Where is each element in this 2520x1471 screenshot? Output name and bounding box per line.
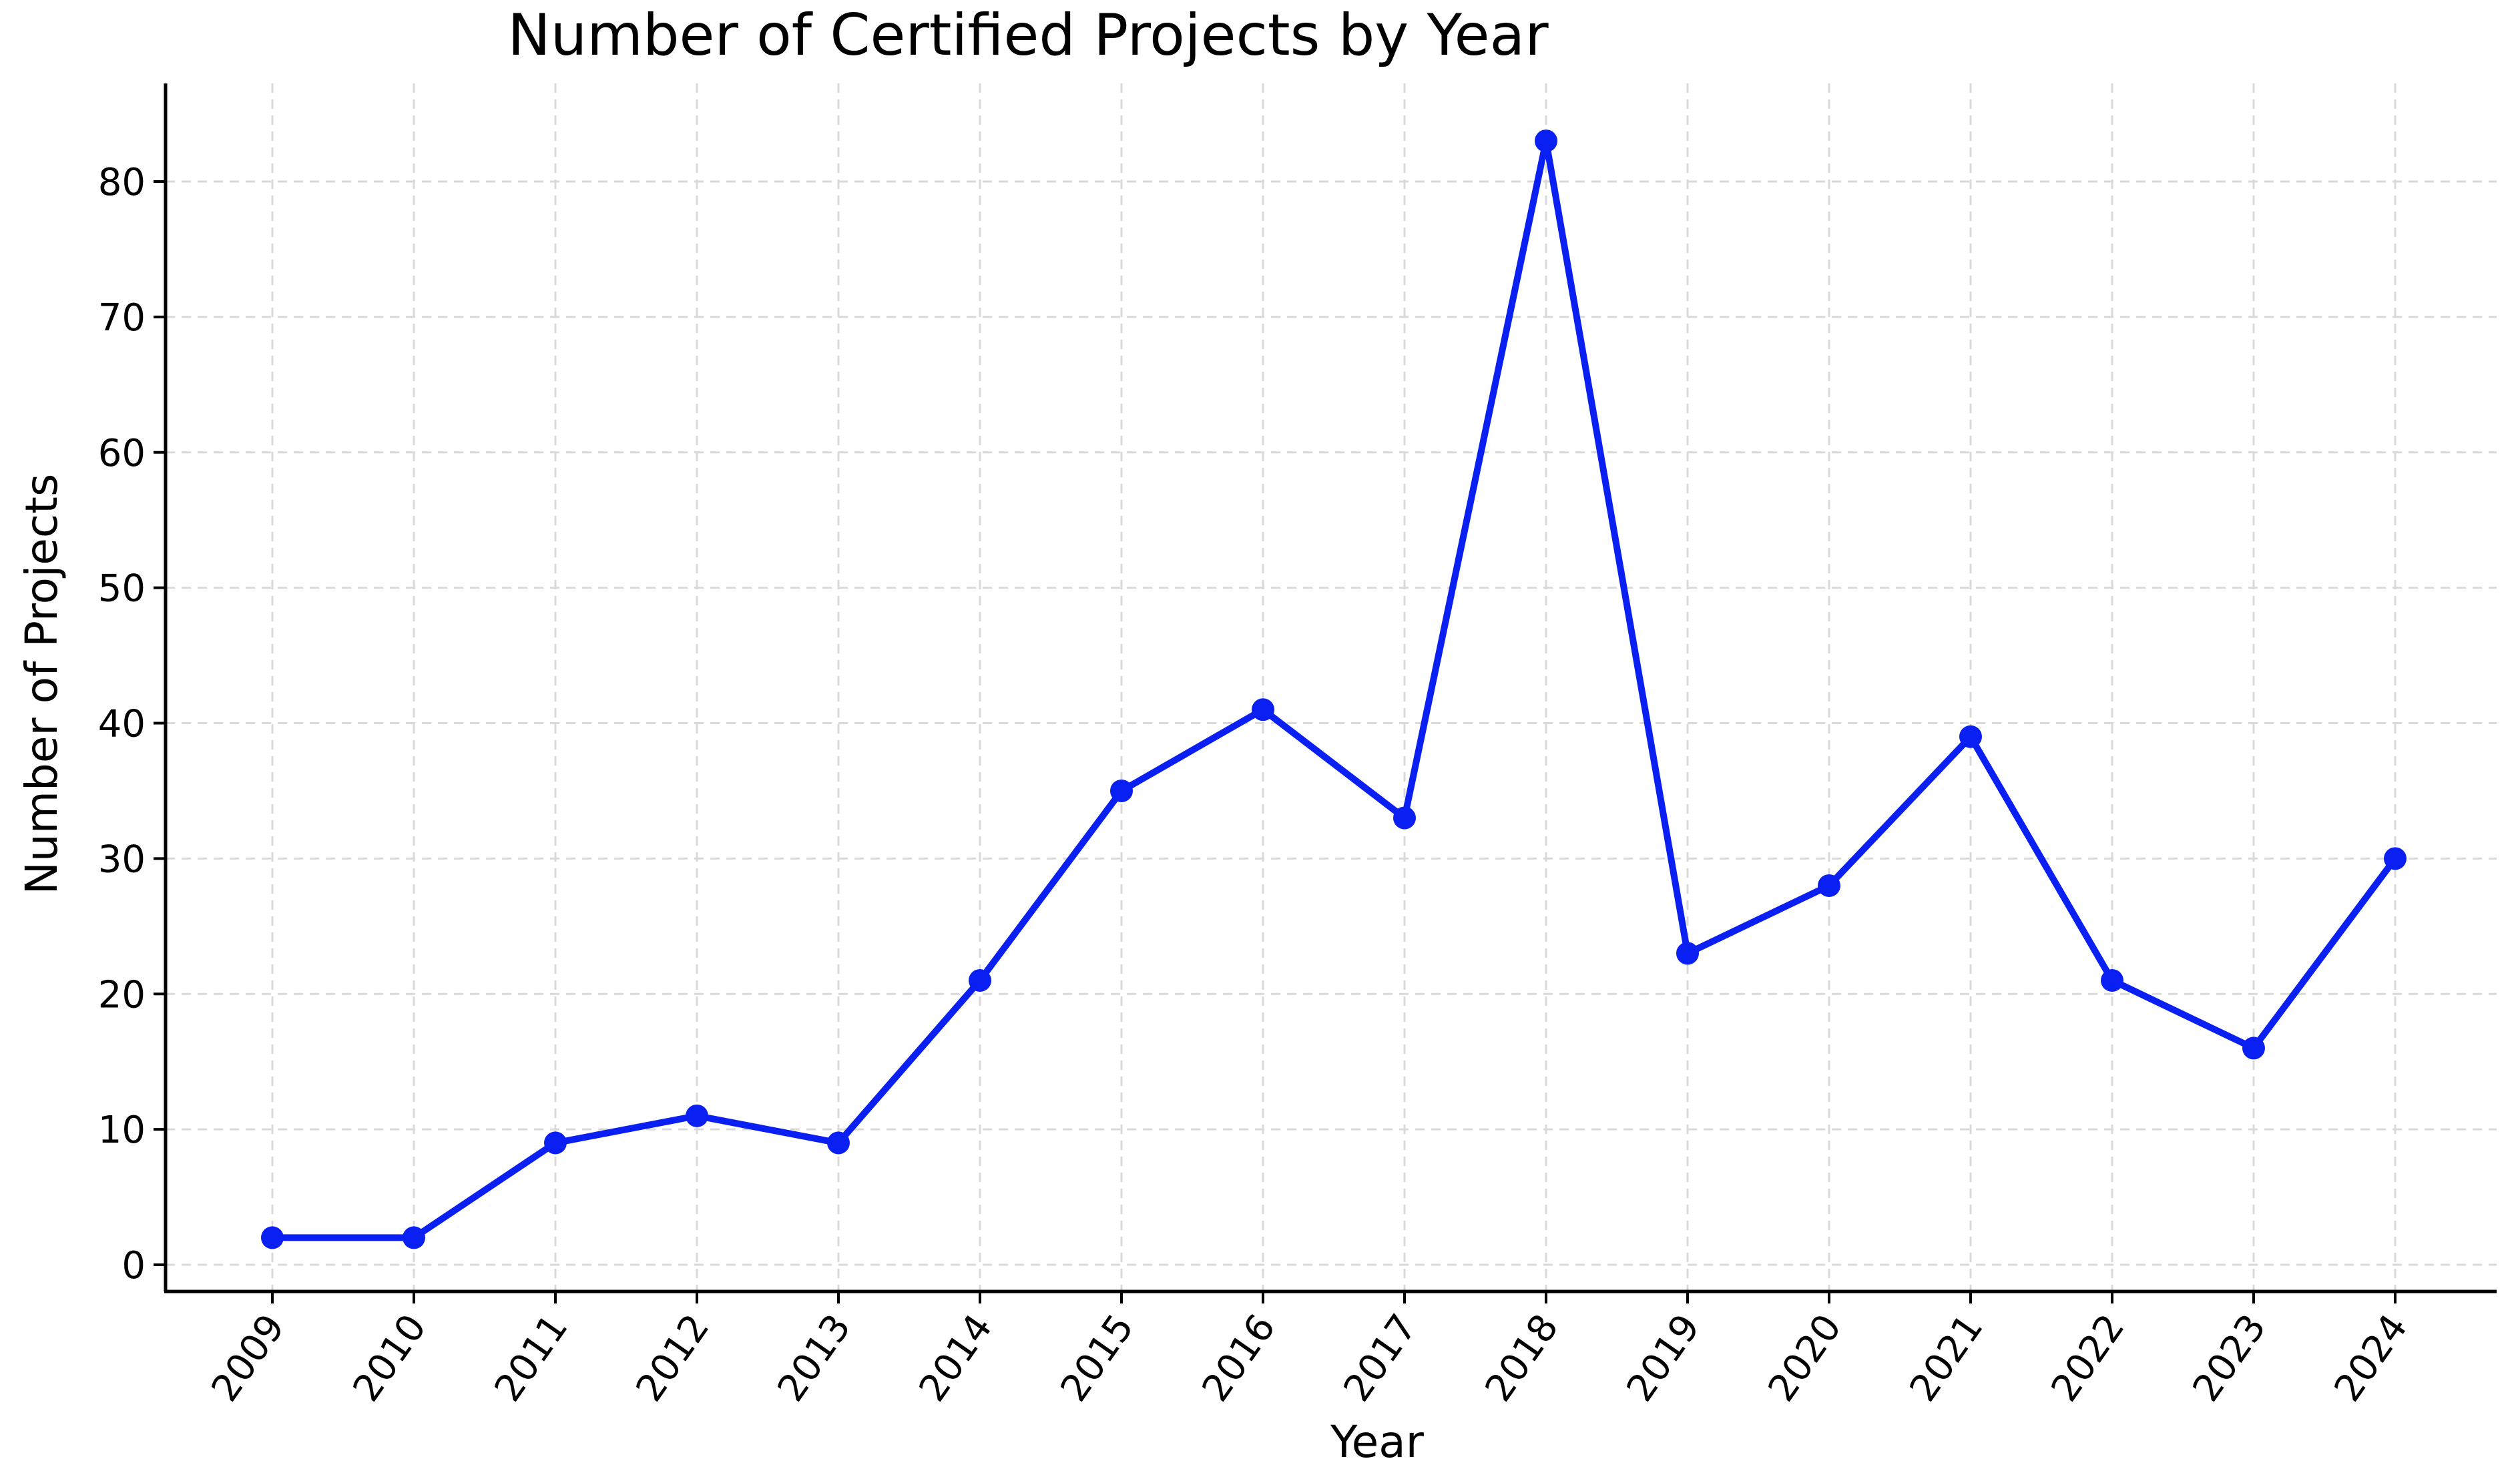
x-tick-label: 2012: [627, 1307, 718, 1410]
grid: [166, 83, 2497, 1291]
x-tick-label: 2011: [486, 1307, 576, 1410]
axes: [164, 83, 2497, 1293]
x-tick-label: 2009: [203, 1307, 293, 1410]
y-tick-label: 30: [98, 838, 146, 881]
y-axis-label: Number of Projects: [16, 474, 67, 895]
series-group: [261, 129, 2407, 1249]
data-point: [2242, 1037, 2265, 1060]
x-tick-label: 2010: [344, 1307, 435, 1410]
data-point: [544, 1131, 567, 1155]
y-tick-label: 80: [98, 161, 146, 204]
data-point: [1252, 698, 1274, 721]
x-tick-label: 2019: [1618, 1307, 1708, 1410]
y-tick-label: 20: [98, 973, 146, 1016]
x-tick-label: 2017: [1335, 1307, 1425, 1410]
data-point: [686, 1104, 708, 1127]
x-tick-label: 2018: [1477, 1307, 1567, 1410]
data-point: [2101, 968, 2123, 992]
data-point: [1393, 806, 1416, 830]
data-point: [2384, 847, 2407, 870]
x-tick-label: 2024: [2326, 1307, 2416, 1410]
y-tick-label: 50: [98, 567, 146, 611]
x-tick-label: 2023: [2184, 1307, 2274, 1410]
x-axis-ticks: 2009 2010 2011 2012 2013 2014 2015 2016 2017 2018…: [203, 1291, 2416, 1410]
x-axis-label: Year: [1330, 1416, 1425, 1468]
x-tick-label: 2015: [1052, 1307, 1142, 1410]
data-point: [261, 1226, 284, 1249]
data-point: [1110, 779, 1133, 802]
y-axis-ticks: 0 10 20 30 40 50 60 70 80: [98, 161, 166, 1287]
x-tick-label: 2022: [2043, 1307, 2133, 1410]
series-line: [272, 137, 2399, 1241]
x-tick-label: 2014: [911, 1307, 1001, 1410]
y-tick-label: 70: [98, 296, 146, 340]
chart-title: Number of Certified Projects by Year: [507, 2, 1549, 69]
data-point: [403, 1226, 425, 1249]
data-point: [827, 1131, 850, 1155]
x-tick-label: 2016: [1194, 1307, 1284, 1410]
y-tick-label: 10: [98, 1109, 146, 1152]
data-point: [1959, 725, 1982, 748]
x-tick-label: 2020: [1760, 1307, 1850, 1410]
y-tick-label: 0: [121, 1244, 146, 1287]
x-tick-label: 2021: [1901, 1307, 1991, 1410]
data-point: [969, 968, 991, 992]
y-tick-label: 40: [98, 703, 146, 746]
y-tick-label: 60: [98, 432, 146, 475]
data-point: [1676, 942, 1699, 965]
data-point: [1818, 874, 1840, 897]
data-point: [1535, 129, 1557, 153]
x-tick-label: 2013: [769, 1307, 859, 1410]
